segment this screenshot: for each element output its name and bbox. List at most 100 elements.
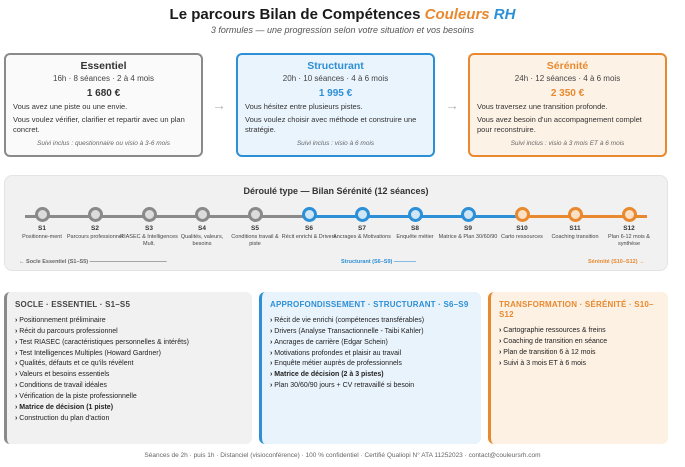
timeline-step-s2: S2 Parcours professionnel xyxy=(65,207,125,241)
formula-desc-1: Vous avez une piste ou une envie. xyxy=(13,102,128,111)
step-dot xyxy=(34,207,50,222)
step-dot xyxy=(87,207,103,222)
phase-item: Positionnement préliminaire xyxy=(15,316,244,327)
step-label: Ancrages & Motivations xyxy=(333,234,391,240)
page-subtitle: 3 formules — une progression selon votre… xyxy=(210,25,475,35)
phase-item: Test RIASEC (caractéristiques personnell… xyxy=(15,338,244,349)
formula-price: 1 680 € xyxy=(86,88,121,99)
phase-item: Valeurs et besoins essentiels xyxy=(15,370,244,381)
phase-item-list: Cartographie ressources & freins Coachin… xyxy=(499,326,660,369)
phase-item: Matrice de décision (2 à 3 pistes) xyxy=(270,370,473,381)
phase-item: Qualités, défauts et ce qu'ils révèlent xyxy=(15,359,244,370)
timeline-step-s4: S4 Qualités, valeurs, besoins xyxy=(172,207,232,248)
step-dot xyxy=(301,207,317,222)
timeline-step-s9: S9 Matrice & Plan 30/60/90 xyxy=(438,207,498,241)
formula-desc-2: Vous voulez choisir avec méthode et cons… xyxy=(245,114,417,134)
phase-item: Conditions de travail idéales xyxy=(15,381,244,392)
phase-item-list: Positionnement préliminaire Récit du par… xyxy=(15,316,244,424)
timeline-step-s10: S10 Carto ressources xyxy=(492,207,552,241)
timeline-segment-essentiel xyxy=(25,215,309,218)
timeline-title: Déroulé type — Bilan Sérénité (12 séance… xyxy=(243,186,429,196)
timeline-step-s1: S1 Positionne-ment xyxy=(12,207,72,241)
phase-box-transformation: TRANSFORMATION · SÉRÉNITÉ · S10–S12 Cart… xyxy=(488,292,668,444)
title-brand-rh: RH xyxy=(493,6,516,23)
step-code: S1 xyxy=(38,225,46,232)
phase-heading: APPROFONDISSEMENT · STRUCTURANT · S6–S9 xyxy=(270,300,469,309)
timeline-segment-serenite xyxy=(521,215,647,218)
timeline-step-s8: S8 Enquête métier xyxy=(385,207,445,241)
phase-label-essentiel: ← Socle Essentiel (S1–S5) —————————————— xyxy=(19,259,167,265)
timeline-step-s11: S11 Coaching transition xyxy=(545,207,605,241)
step-code: S2 xyxy=(91,225,99,232)
phase-item: Plan 30/60/90 jours + CV retravaillé si … xyxy=(270,381,473,392)
formula-desc-2: Vous avez besoin d'un accompagnement com… xyxy=(477,114,642,134)
phase-item: Test Intelligences Multiples (Howard Gar… xyxy=(15,349,244,360)
phase-item: Drivers (Analyse Transactionnelle - Taib… xyxy=(270,327,473,338)
step-code: S4 xyxy=(198,225,206,232)
phase-heading: SOCLE · ESSENTIEL · S1–S5 xyxy=(15,300,131,309)
phase-item: Cartographie ressources & freins xyxy=(499,326,660,337)
formula-meta: 24h · 12 séances · 4 à 6 mois xyxy=(514,74,621,83)
step-label: Matrice & Plan 30/60/90 xyxy=(438,234,498,240)
formula-follow-up: Suivi inclus : visio à 6 mois xyxy=(296,140,375,147)
phase-item: Matrice de décision (1 piste) xyxy=(15,403,244,414)
step-code: S10 xyxy=(516,225,528,232)
phase-label-serenite: Sérénité (S10–S12) → xyxy=(588,259,645,265)
arrow-right-icon: → xyxy=(445,97,459,113)
formula-name: Structurant xyxy=(307,60,364,72)
step-dot xyxy=(194,207,210,222)
formula-price: 2 350 € xyxy=(550,88,585,99)
phase-item: Enquête métier auprès de professionnels xyxy=(270,359,473,370)
step-label: Qualités, valeurs, besoins xyxy=(180,234,224,247)
page-title: Le parcours Bilan de Compétences Couleur… xyxy=(0,6,685,23)
timeline-step-s12: S12 Plan 6-12 mois & synthèse xyxy=(599,207,659,248)
step-dot xyxy=(407,207,423,222)
formula-desc-1: Vous traversez une transition profonde. xyxy=(477,102,608,111)
phase-item: Construction du plan d'action xyxy=(15,414,244,425)
timeline-step-s7: S7 Ancrages & Motivations xyxy=(332,207,392,241)
arrow-right-icon: → xyxy=(212,97,226,113)
phase-item-list: Récit de vie enrichi (compétences transf… xyxy=(270,316,473,392)
step-dot xyxy=(621,207,637,222)
formula-desc-1: Vous hésitez entre plusieurs pistes. xyxy=(245,102,363,111)
formula-meta: 20h · 10 séances · 4 à 6 mois xyxy=(282,74,389,83)
step-code: S9 xyxy=(464,225,472,232)
formula-desc-2: Vous voulez vérifier, clarifier et repar… xyxy=(13,114,185,134)
step-code: S8 xyxy=(411,225,419,232)
phase-item: Récit du parcours professionnel xyxy=(15,327,244,338)
formula-name: Essentiel xyxy=(80,60,127,72)
formula-follow-up: Suivi inclus : visio à 3 mois ET à 6 moi… xyxy=(510,140,625,147)
formula-follow-up: Suivi inclus : questionnaire ou visio à … xyxy=(37,140,170,147)
title-main: Le parcours Bilan de Compétences xyxy=(169,6,421,23)
phase-box-approfondissement: APPROFONDISSEMENT · STRUCTURANT · S6–S9 … xyxy=(259,292,481,444)
step-label: Coaching transition xyxy=(551,234,599,240)
formula-price: 1 995 € xyxy=(318,88,353,99)
phase-item: Suivi à 3 mois ET à 6 mois xyxy=(499,359,660,370)
step-dot xyxy=(460,207,476,222)
phase-box-socle: SOCLE · ESSENTIEL · S1–S5 Positionnement… xyxy=(4,292,252,444)
timeline-step-s5: S5 Conditions travail & piste xyxy=(225,207,285,248)
step-label: Carto ressources xyxy=(501,234,543,240)
phase-item: Plan de transition 6 à 12 mois xyxy=(499,348,660,359)
phase-heading: TRANSFORMATION · SÉRÉNITÉ · S10–S12 xyxy=(499,300,654,319)
step-label: Plan 6-12 mois & synthèse xyxy=(608,234,650,247)
step-label: Positionne-ment xyxy=(22,234,62,240)
step-dot xyxy=(514,207,530,222)
phase-item: Récit de vie enrichi (compétences transf… xyxy=(270,316,473,327)
step-dot xyxy=(354,207,370,222)
step-code: S11 xyxy=(569,225,581,232)
phase-label-structurant: Structurant (S6–S9) ———— xyxy=(341,259,416,265)
session-timeline: Déroulé type — Bilan Sérénité (12 séance… xyxy=(4,175,668,271)
step-dot xyxy=(567,207,583,222)
formula-card-serenite: Sérénité 24h · 12 séances · 4 à 6 mois 2… xyxy=(468,53,667,157)
step-label: Enquête métier xyxy=(396,234,434,240)
page-footer: Séances de 2h · puis 1h · Distanciel (vi… xyxy=(144,452,541,459)
formula-card-structurant: Structurant 20h · 10 séances · 4 à 6 moi… xyxy=(236,53,435,157)
step-label: RIASEC & Intelligences Mult. xyxy=(120,234,178,247)
title-brand: Couleurs xyxy=(424,6,490,23)
step-label: Conditions travail & piste xyxy=(231,234,279,247)
step-label: Récit enrichi & Drivers xyxy=(281,234,337,240)
step-code: S3 xyxy=(145,225,153,232)
step-code: S5 xyxy=(251,225,259,232)
phase-item: Motivations profondes et plaisir au trav… xyxy=(270,349,473,360)
